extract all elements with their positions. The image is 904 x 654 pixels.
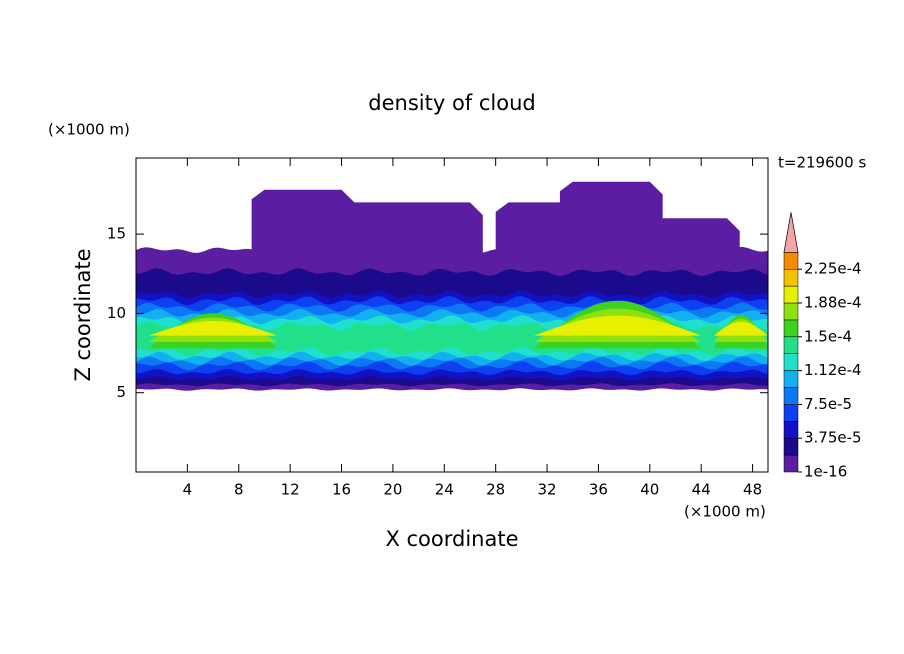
chart-title: density of cloud [368,91,535,115]
colorbar-label: 1.88e-4 [804,294,862,312]
plot-frame [135,157,769,473]
x-tick-label: 20 [383,481,402,499]
colorbar-label: 1e-16 [804,463,847,481]
y-tick-label: 15 [107,225,126,243]
colorbar-box [783,285,799,304]
colorbar-box [783,302,799,321]
colorbar-label: 1.5e-4 [804,327,852,345]
colorbar-box [783,336,799,354]
contour-hump [714,321,768,336]
colorbar-label: 3.75e-5 [804,429,862,447]
contour-field [136,181,768,391]
contour-blob [495,202,573,266]
x-tick-label: 12 [281,481,300,499]
x-tick-label: 16 [332,481,351,499]
x-axis-label: X coordinate [385,527,518,551]
x-tick-label: 36 [589,481,608,499]
x-tick-label: 24 [435,481,454,499]
y-tick-label: 5 [116,383,126,401]
x-tick-label: 48 [743,481,762,499]
x-tick-label: 4 [183,481,193,499]
contour-hump [148,320,278,336]
colorbar-box [783,319,799,338]
y-unit: (×1000 m) [48,121,130,139]
contour-blob [559,181,663,266]
x-tick-label: 32 [538,481,557,499]
y-tick-label: 10 [107,304,126,322]
x-tick-label: 44 [692,481,711,499]
x-tick-label: 40 [640,481,659,499]
y-axis-label: Z coordinate [71,248,95,381]
contour-blob [251,189,355,266]
colorbar-box [783,370,799,388]
time-label: t=219600 s [778,154,866,172]
colorbar-label: 7.5e-5 [804,395,852,413]
colorbar-box [783,437,799,456]
contour-hump [534,315,702,336]
colorbar-box [783,387,799,405]
colorbar-extend [783,212,799,253]
colorbar-label: 2.25e-4 [804,260,862,278]
colorbar-box [783,252,799,270]
x-tick-label: 28 [486,481,505,499]
colorbar-box [783,268,799,287]
colorbar-box [783,404,799,422]
x-unit: (×1000 m) [684,503,766,521]
colorbar-box [783,454,799,473]
colorbar-box [783,421,799,439]
colorbar-box [783,353,799,371]
x-tick-label: 8 [234,481,244,499]
colorbar-label: 1.12e-4 [804,361,862,379]
